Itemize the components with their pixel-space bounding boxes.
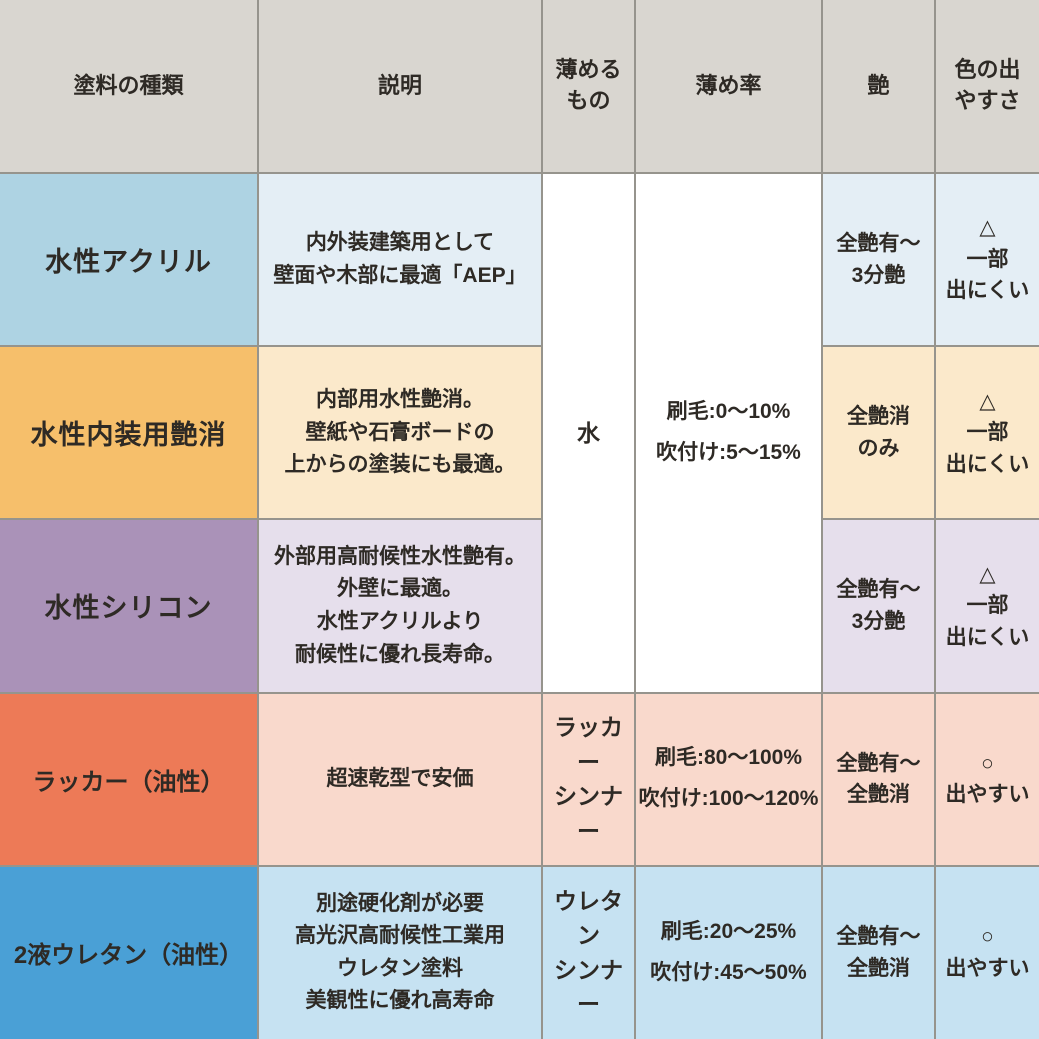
gloss-cell: 全艶消 のみ: [821, 345, 936, 521]
thinner-cell-water: 水: [541, 172, 636, 694]
col-header-thinner: 薄める もの: [541, 0, 636, 174]
color-ease-cell: △ 一部 出にくい: [934, 171, 1039, 348]
description-cell: 内部用水性艶消。 壁紙や石膏ボードの 上からの塗装にも最適。: [257, 345, 543, 521]
thinner-cell: ウレタン シンナー: [541, 864, 636, 1039]
paint-name-cell: 水性シリコン: [0, 518, 259, 694]
description-cell: 別途硬化剤が必要 高光沢高耐候性工業用 ウレタン塗料 美観性に優れ高寿命: [257, 864, 543, 1039]
header-row: 塗料の種類 説明 薄める もの 薄め率 艶 色の出 やすさ: [0, 0, 1039, 174]
description-cell: 内外装建築用として 壁面や木部に最適「AEP」: [257, 171, 543, 348]
color-ease-cell: △ 一部 出にくい: [934, 345, 1039, 521]
paint-name-cell: 水性アクリル: [0, 171, 259, 348]
dilution-rate-cell-water: 刷毛:0〜10% 吹付け:5〜15%: [634, 172, 823, 694]
color-ease-cell: △ 一部 出にくい: [934, 518, 1039, 694]
color-ease-cell: ○ 出やすい: [934, 864, 1039, 1039]
paint-name-cell: 2液ウレタン（油性）: [0, 864, 259, 1039]
col-header-paint-type: 塗料の種類: [0, 0, 259, 174]
description-cell: 超速乾型で安価: [257, 691, 543, 867]
row-water-interior-matte: 水性内装用艶消 内部用水性艶消。 壁紙や石膏ボードの 上からの塗装にも最適。 全…: [0, 345, 1039, 521]
col-header-color-ease: 色の出 やすさ: [934, 0, 1039, 174]
thinner-cell: ラッカー シンナー: [541, 691, 636, 867]
gloss-cell: 全艶有〜 全艶消: [821, 691, 936, 867]
dilution-rate-cell: 刷毛:20〜25% 吹付け:45〜50%: [634, 864, 823, 1039]
col-header-dilution-rate: 薄め率: [634, 0, 823, 174]
description-cell: 外部用高耐候性水性艶有。 外壁に最適。 水性アクリルより 耐候性に優れ長寿命。: [257, 518, 543, 694]
row-two-part-urethane-oil: 2液ウレタン（油性） 別途硬化剤が必要 高光沢高耐候性工業用 ウレタン塗料 美観…: [0, 864, 1039, 1039]
dilution-rate-cell: 刷毛:80〜100% 吹付け:100〜120%: [634, 691, 823, 867]
row-lacquer-oil: ラッカー（油性） 超速乾型で安価 ラッカー シンナー 刷毛:80〜100% 吹付…: [0, 691, 1039, 867]
color-ease-cell: ○ 出やすい: [934, 691, 1039, 867]
row-water-silicone: 水性シリコン 外部用高耐候性水性艶有。 外壁に最適。 水性アクリルより 耐候性に…: [0, 518, 1039, 694]
row-water-acrylic: 水性アクリル 内外装建築用として 壁面や木部に最適「AEP」 水 刷毛:0〜10…: [0, 171, 1039, 694]
col-header-gloss: 艶: [821, 0, 936, 174]
paint-name-cell: 水性内装用艶消: [0, 345, 259, 521]
paint-name-cell: ラッカー（油性）: [0, 691, 259, 867]
gloss-cell: 全艶有〜 3分艶: [821, 171, 936, 348]
gloss-cell: 全艶有〜 3分艶: [821, 518, 936, 694]
gloss-cell: 全艶有〜 全艶消: [821, 864, 936, 1039]
col-header-description: 説明: [257, 0, 543, 174]
